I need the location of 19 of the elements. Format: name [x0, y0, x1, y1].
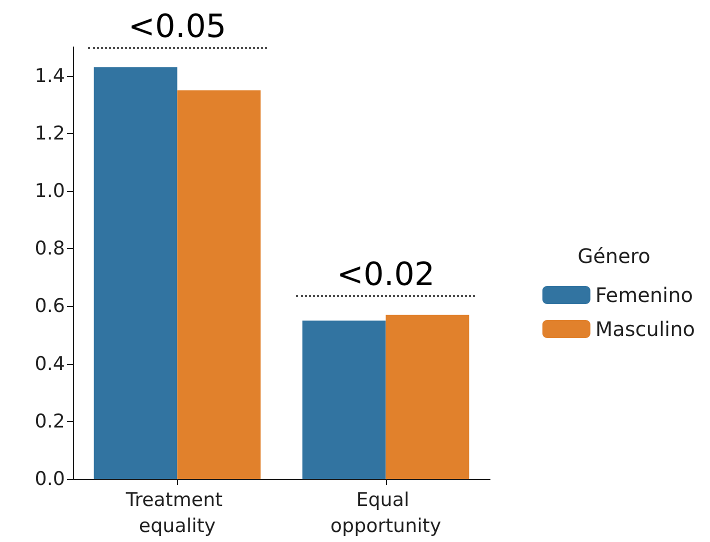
x-tick-label: Equal opportunity: [330, 489, 442, 537]
y-tick-label: 1.4: [34, 64, 65, 87]
legend-label: Masculino: [595, 317, 696, 341]
y-tick-label: 0.6: [34, 295, 65, 318]
y-tick-label: 0.4: [34, 352, 65, 375]
y-tick-label: 1.0: [34, 180, 65, 202]
annotation: <0.02: [336, 254, 435, 293]
legend-title: Género: [578, 244, 650, 268]
bar: [94, 67, 178, 479]
y-tick-label: 0.0: [34, 468, 65, 490]
text: <0.05: [128, 7, 226, 46]
y-tick-label: 1.2: [34, 122, 65, 144]
bar: [302, 320, 386, 479]
bar: [386, 314, 470, 479]
y-tick-label: 0.8: [34, 238, 65, 260]
y-tick-label: 0.2: [34, 410, 65, 432]
x-tick-label: Treatment equality: [124, 489, 229, 537]
bar: [177, 90, 261, 479]
legend-label: Femenino: [595, 283, 694, 307]
